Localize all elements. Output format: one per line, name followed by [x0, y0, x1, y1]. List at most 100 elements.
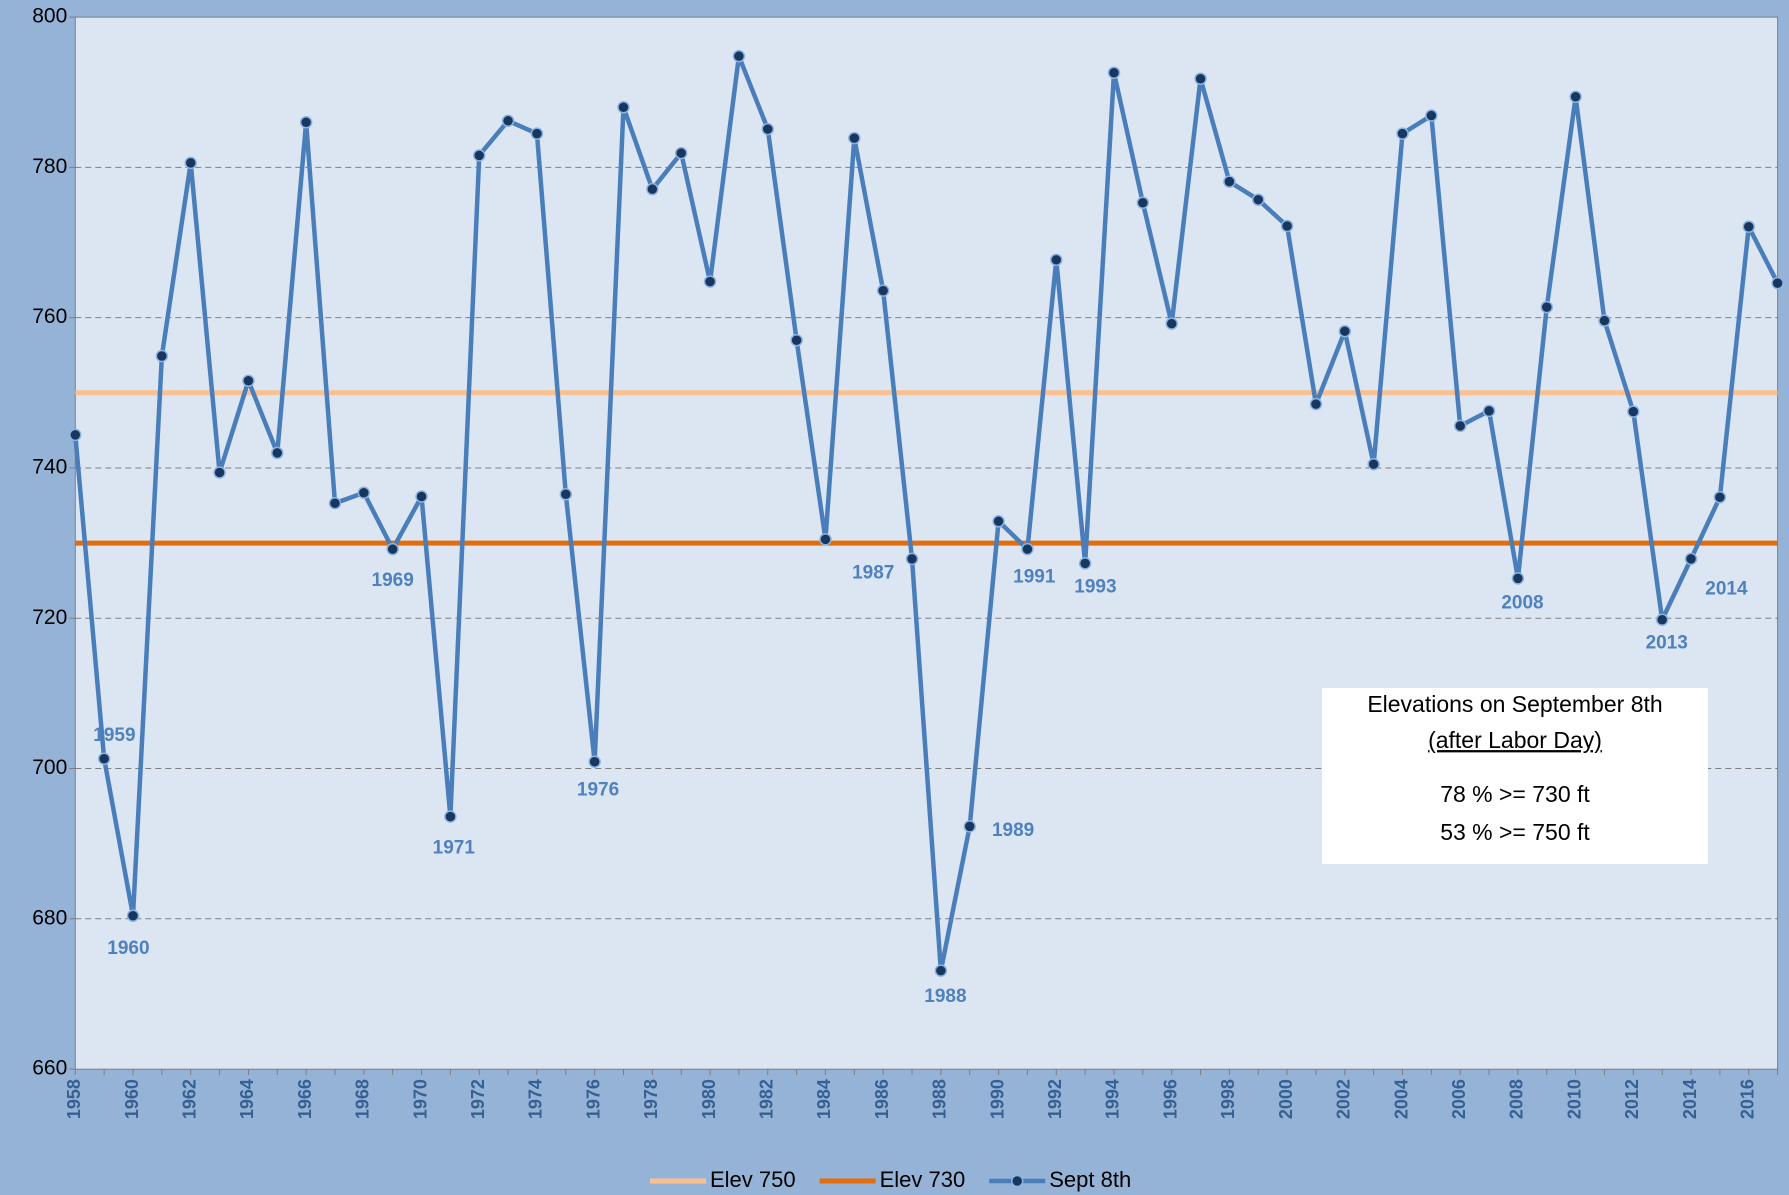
y-tick-label: 800 — [32, 5, 67, 28]
point — [1021, 542, 1034, 556]
point — [1511, 572, 1525, 585]
x-tick-label: 2002 — [1334, 1079, 1354, 1119]
point — [1223, 175, 1236, 188]
x-tick-label: 1980 — [699, 1079, 719, 1119]
point — [1194, 72, 1207, 85]
point — [934, 964, 948, 977]
x-tick-label: 1992 — [1045, 1079, 1065, 1119]
x-tick-label: 1964 — [237, 1079, 257, 1119]
point — [1280, 219, 1294, 233]
point — [1425, 109, 1438, 122]
point — [819, 533, 832, 546]
annotation: 1991 — [1013, 567, 1056, 588]
x-tick-label: 2006 — [1449, 1079, 1469, 1119]
point — [213, 466, 226, 479]
annotation: 1987 — [852, 563, 894, 584]
x-tick-label: 1972 — [468, 1079, 488, 1119]
text-box: Elevations on September 8th (after Labor… — [1322, 688, 1708, 864]
point — [271, 446, 284, 460]
point — [1453, 419, 1467, 433]
point — [1482, 404, 1496, 418]
point — [357, 486, 371, 499]
point — [732, 49, 746, 63]
x-tick-label: 2010 — [1564, 1079, 1584, 1119]
point — [1742, 220, 1755, 234]
point — [1309, 397, 1323, 411]
point — [617, 101, 630, 114]
x-tick-label: 2004 — [1391, 1079, 1411, 1119]
textbox-subtitle: (after Labor Day) — [1428, 727, 1602, 753]
point — [876, 284, 890, 297]
point — [1251, 193, 1265, 206]
x-tick-label: 1988 — [930, 1079, 950, 1119]
point — [444, 810, 457, 823]
x-tick-label: 2008 — [1507, 1079, 1527, 1119]
point — [1165, 317, 1178, 330]
point — [1684, 552, 1698, 566]
point — [848, 131, 861, 145]
point — [97, 752, 111, 765]
x-tick-label: 1986 — [872, 1079, 892, 1119]
point — [703, 275, 717, 288]
annotation: 1988 — [924, 986, 966, 1007]
point — [1136, 196, 1150, 209]
x-tick-label: 1962 — [179, 1079, 199, 1119]
x-tick-label: 1998 — [1218, 1079, 1238, 1119]
x-tick-label: 1970 — [410, 1079, 430, 1119]
y-tick-label: 660 — [32, 1057, 67, 1080]
x-tick-label: 1960 — [122, 1079, 142, 1119]
y-tick-label: 700 — [32, 756, 67, 779]
point — [69, 428, 82, 442]
annotation: 1959 — [93, 725, 135, 746]
point — [674, 146, 688, 160]
x-tick-label: 1978 — [641, 1079, 661, 1119]
x-tick-label: 2016 — [1737, 1079, 1757, 1119]
point — [472, 149, 486, 162]
annotation: 2013 — [1646, 633, 1688, 654]
point — [242, 374, 255, 388]
point — [1338, 324, 1352, 338]
annotation: 1976 — [577, 779, 619, 800]
annotation: 1989 — [992, 820, 1034, 841]
y-tick-label: 780 — [32, 155, 67, 178]
y-tick-label: 740 — [32, 455, 67, 478]
point — [126, 909, 140, 923]
textbox-line: 78 % >= 730 ft — [1440, 781, 1590, 807]
textbox-line: 53 % >= 750 ft — [1440, 819, 1590, 845]
point — [646, 182, 659, 196]
x-tick-label: 2000 — [1276, 1079, 1296, 1119]
x-tick-label: 1994 — [1103, 1079, 1123, 1119]
point — [1050, 253, 1063, 267]
point — [761, 122, 775, 136]
x-tick-label: 1984 — [814, 1079, 834, 1119]
point — [328, 497, 342, 510]
point — [905, 552, 919, 566]
annotation: 2008 — [1501, 593, 1543, 614]
text-box-bg — [1322, 688, 1708, 864]
point — [559, 487, 573, 501]
x-tick-label: 1968 — [353, 1079, 373, 1119]
x-tick-label: 2014 — [1680, 1079, 1700, 1119]
y-tick-label: 720 — [32, 606, 67, 629]
point — [1713, 491, 1727, 504]
x-tick-label: 1974 — [526, 1079, 546, 1119]
point — [992, 515, 1005, 528]
y-tick-label: 680 — [32, 906, 67, 929]
point — [1107, 66, 1121, 79]
x-tick-label: 1958 — [64, 1079, 84, 1119]
y-tick-label: 760 — [32, 305, 67, 328]
annotation: 1971 — [433, 838, 476, 859]
point — [1771, 276, 1784, 290]
point — [1078, 557, 1092, 570]
point — [790, 333, 803, 347]
point — [588, 755, 601, 768]
point — [1627, 405, 1640, 418]
x-tick-label: 1990 — [987, 1079, 1007, 1119]
legend-label: Elev 750 — [710, 1167, 796, 1192]
x-tick-label: 1976 — [583, 1079, 603, 1119]
point — [963, 820, 976, 833]
point — [1569, 90, 1582, 104]
point — [1540, 300, 1554, 314]
x-tick-label: 1966 — [295, 1079, 315, 1119]
